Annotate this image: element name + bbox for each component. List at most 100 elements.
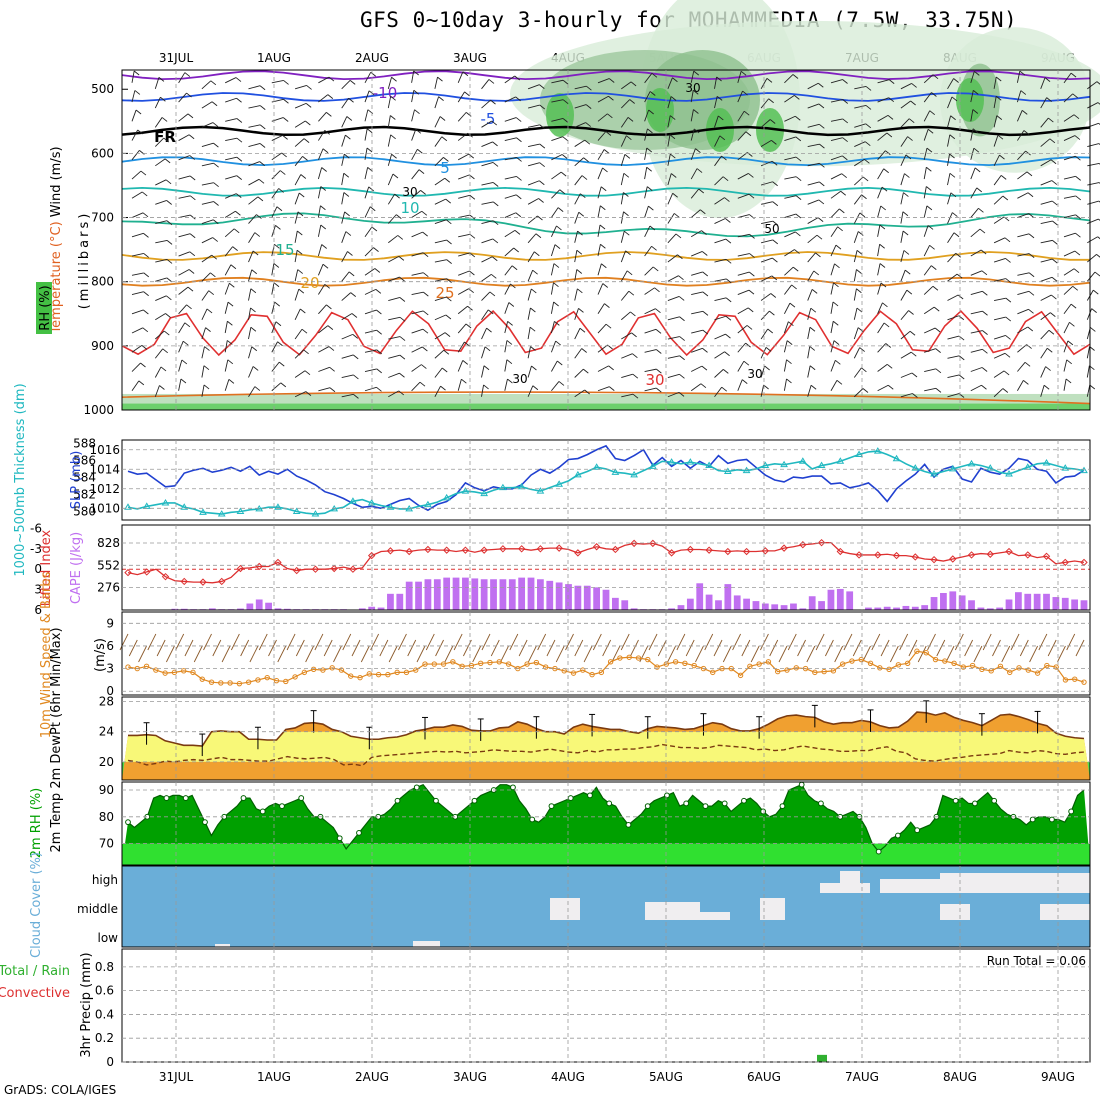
wind-barb	[1040, 239, 1053, 244]
wind-barb-flag	[534, 251, 540, 257]
wind-barb-flag	[1005, 258, 1011, 263]
wind10-marker	[1081, 679, 1087, 685]
rh-marker	[721, 800, 728, 807]
wind-barb-flag	[143, 291, 149, 297]
wind-barb-flag	[772, 257, 778, 263]
wind-barb	[690, 383, 702, 392]
wind10-barb	[899, 633, 909, 651]
wind-barb-flag	[1028, 290, 1035, 296]
wind-barb	[201, 272, 211, 282]
wind-barb	[667, 254, 678, 263]
cape-tick: 552	[97, 558, 120, 572]
cloud-block	[215, 944, 230, 947]
wind-barb	[341, 211, 346, 224]
isotherm	[121, 92, 1091, 102]
wind-barb-flag	[283, 80, 289, 85]
wind-barb	[714, 351, 725, 359]
wind-barb-flag	[421, 364, 427, 369]
wind-barb-flag	[580, 193, 586, 199]
temp-line	[128, 711, 1085, 747]
wind-barb	[1016, 110, 1023, 122]
wind-barb-flag	[693, 128, 700, 134]
wind-barb	[644, 206, 649, 218]
wind-barb	[714, 96, 718, 109]
lifted-marker	[461, 546, 470, 554]
wind-barb	[201, 122, 214, 128]
wind-barb	[760, 160, 773, 167]
wind-barb-flag	[834, 263, 840, 269]
wind-barb	[1017, 290, 1030, 295]
wind10-marker	[1072, 676, 1078, 682]
wind-barb-flag	[304, 370, 311, 376]
wind-barb-flag	[344, 211, 350, 217]
wind10-marker	[951, 660, 957, 667]
axis-label-part: Temperature (°C)	[49, 221, 64, 334]
wind-barb	[574, 348, 583, 359]
wind-barb	[1017, 362, 1026, 372]
wind-barb-flag	[562, 118, 569, 123]
wind-barb	[294, 391, 307, 398]
wind-barb-flag	[421, 210, 428, 216]
wind-barb	[1063, 72, 1072, 84]
wind-barb-flag	[795, 213, 802, 219]
wind-barb	[667, 213, 675, 224]
wind-barb	[178, 322, 186, 334]
upper-air-panel: 5006007008009001000-10-5FR51015202530305…	[36, 0, 1100, 417]
wind10-marker	[255, 677, 261, 683]
wind-barb-flag	[252, 366, 259, 371]
rh-marker	[510, 784, 516, 791]
wind-barb-flag	[599, 224, 606, 230]
wind-barb	[737, 379, 743, 391]
wind10-tick: 3	[106, 662, 114, 676]
isotherm	[121, 186, 1091, 197]
wind-barb	[597, 263, 602, 276]
wind-barb	[364, 128, 368, 141]
wind-barb-flag	[399, 354, 406, 360]
wind-barb-flag	[259, 85, 266, 91]
wind-barb-flag	[949, 134, 956, 140]
cape-bar	[583, 585, 591, 610]
wind-barb	[597, 365, 609, 372]
wind-barb-flag	[880, 205, 887, 211]
thickness-marker	[873, 447, 882, 454]
wind-barb	[364, 247, 374, 257]
wind-barb	[458, 252, 470, 257]
wind-barb	[807, 181, 820, 186]
wind-barb-flag	[158, 77, 165, 82]
wind10-barb	[648, 633, 658, 651]
wind-barb-flag	[600, 186, 607, 192]
rh-marker	[1029, 816, 1036, 823]
wind-barb	[458, 214, 471, 218]
wind-barb-flag	[934, 327, 941, 333]
wind-barb	[411, 149, 418, 161]
wind-barb	[154, 137, 165, 147]
date-label-bottom: 8AUG	[943, 1070, 977, 1084]
wind-barb-flag	[394, 193, 400, 199]
wind-barb	[807, 217, 819, 224]
wind-barb	[714, 278, 727, 282]
wind-barb	[458, 174, 470, 180]
cape-bar	[602, 589, 610, 610]
wind-barb-flag	[228, 378, 235, 384]
cape-bar	[790, 603, 797, 610]
wind-barb	[1040, 200, 1053, 205]
rh-marker	[1049, 816, 1055, 823]
wind-barb-flag	[1052, 220, 1058, 226]
wind-barb	[1017, 171, 1028, 180]
wind-barb	[527, 288, 532, 301]
rh-marker	[240, 795, 247, 801]
cape-bar	[537, 579, 544, 610]
wind-barb-flag	[250, 307, 256, 313]
wind-barb	[877, 302, 883, 314]
wind-barb-flag	[353, 394, 359, 399]
wind-barb	[504, 175, 517, 180]
wind10-marker	[598, 669, 605, 676]
wind-barb-flag	[832, 301, 839, 307]
wind-barb-flag	[972, 128, 979, 134]
wind-barb	[1087, 182, 1100, 186]
wind-barb-flag	[413, 70, 419, 76]
wind-barb	[854, 123, 866, 128]
wind-barb-flag	[275, 321, 282, 327]
wind-barb	[201, 101, 213, 109]
